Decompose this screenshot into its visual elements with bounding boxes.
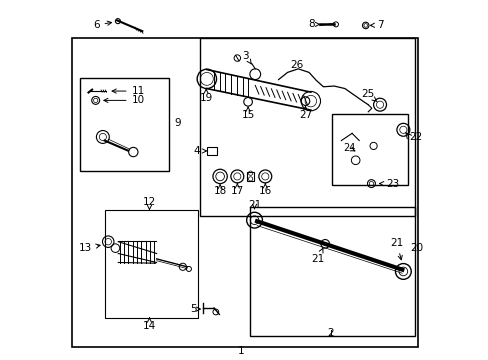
- Text: 18: 18: [213, 184, 226, 197]
- Text: 27: 27: [298, 107, 311, 120]
- Text: 14: 14: [142, 318, 156, 330]
- Bar: [246, 172, 254, 181]
- Text: 22: 22: [408, 132, 422, 142]
- Text: 6: 6: [93, 20, 111, 30]
- Text: 9: 9: [174, 118, 181, 128]
- Text: 13: 13: [79, 243, 100, 253]
- Text: 24: 24: [343, 143, 355, 153]
- Text: 7: 7: [369, 20, 383, 30]
- Bar: [199, 39, 414, 216]
- Text: 21: 21: [389, 238, 403, 260]
- Text: 8: 8: [307, 19, 320, 30]
- Text: 21: 21: [247, 201, 261, 211]
- Text: 19: 19: [199, 89, 212, 103]
- Text: 12: 12: [142, 197, 156, 210]
- Bar: [80, 78, 169, 171]
- Text: 21: 21: [311, 248, 324, 264]
- Text: 26: 26: [289, 60, 303, 70]
- Text: 3: 3: [242, 51, 251, 64]
- Text: 11: 11: [112, 86, 144, 96]
- Text: 1: 1: [237, 346, 244, 356]
- Bar: [249, 207, 414, 336]
- Text: 2: 2: [326, 328, 333, 338]
- Text: 10: 10: [103, 95, 144, 105]
- Text: 25: 25: [360, 89, 376, 102]
- Text: 5: 5: [189, 304, 200, 314]
- Text: 17: 17: [230, 184, 244, 197]
- Bar: [332, 114, 407, 185]
- Text: 23: 23: [379, 179, 399, 189]
- Bar: [104, 211, 198, 318]
- Bar: [72, 39, 418, 347]
- Text: 16: 16: [258, 184, 271, 197]
- Text: 20: 20: [410, 243, 423, 253]
- Bar: [207, 147, 216, 155]
- Text: 15: 15: [241, 107, 254, 120]
- Text: 4: 4: [193, 146, 206, 156]
